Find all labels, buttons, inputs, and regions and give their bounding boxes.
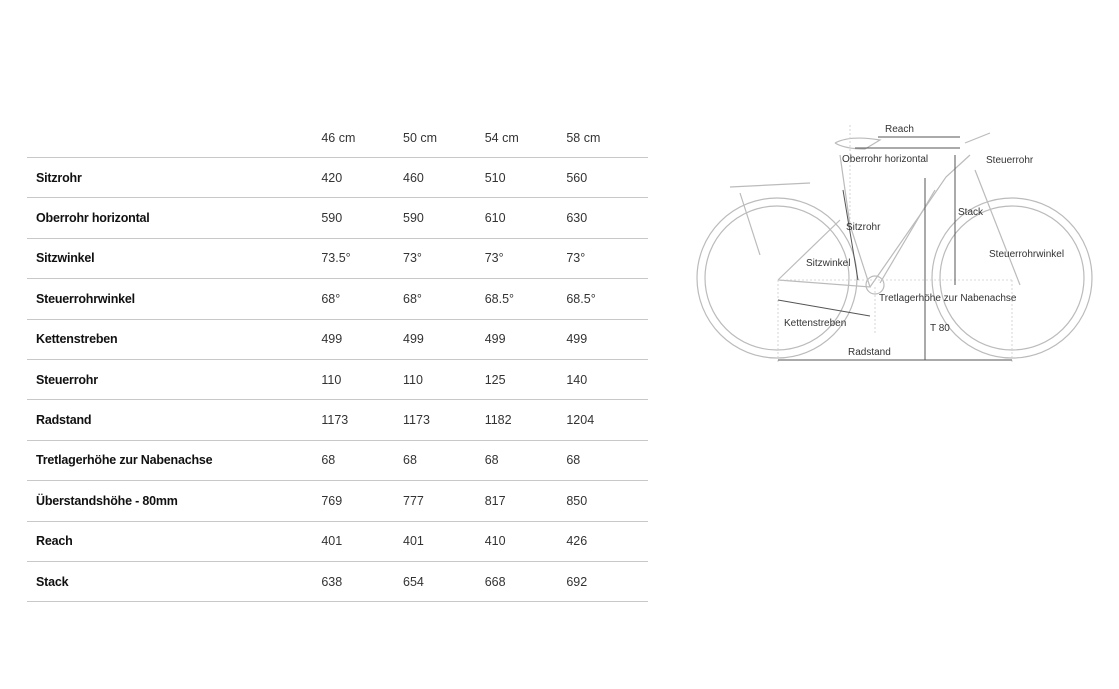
label-reach: Reach <box>885 124 914 135</box>
row-value: 73° <box>566 251 586 266</box>
row-value: 777 <box>403 493 424 508</box>
row-label: Überstandshöhe - 80mm <box>36 493 178 508</box>
label-top-tube: Oberrohr horizontal <box>842 154 928 165</box>
row-value: 68.5° <box>484 291 515 306</box>
row-value: 68.5° <box>566 291 596 306</box>
row-value: 460 <box>403 170 424 185</box>
row-value: 654 <box>403 574 424 589</box>
label-standover: T 80 <box>930 323 950 334</box>
table-row: Steuerrohr 110 110 125 140 <box>27 360 648 401</box>
geometry-table: 46 cm 50 cm 54 cm 58 cm Sitzrohr 420 460 51… <box>27 118 648 603</box>
row-value: 68 <box>484 453 499 468</box>
label-wheelbase: Radstand <box>848 347 891 358</box>
row-value: 420 <box>321 170 343 185</box>
label-head-angle: Steuerrohrwinkel <box>989 249 1064 260</box>
table-row: Stack 638 654 668 692 <box>27 562 648 603</box>
row-value: 68 <box>403 453 417 468</box>
row-label: Oberrohr horizontal <box>36 211 150 226</box>
bike-drawing <box>696 132 1093 359</box>
column-header: 46 cm <box>321 130 356 145</box>
bike-geometry-diagram: Reach Oberrohr horizontal Steuerrohr Sta… <box>696 124 1093 363</box>
row-label: Sitzwinkel <box>36 251 95 266</box>
row-value: 73.5° <box>321 251 351 266</box>
row-value: 668 <box>484 574 506 589</box>
row-value: 73° <box>403 251 422 266</box>
row-value: 110 <box>403 372 423 387</box>
row-value: 1173 <box>403 413 430 428</box>
row-value: 510 <box>484 170 506 185</box>
table-row: Reach 401 401 410 426 <box>27 522 648 562</box>
row-value: 401 <box>403 534 424 549</box>
label-stack: Stack <box>958 207 984 218</box>
row-value: 630 <box>566 211 588 226</box>
row-value: 499 <box>484 332 506 347</box>
row-value: 560 <box>566 170 588 185</box>
row-value: 638 <box>321 574 343 589</box>
row-value: 68 <box>566 453 581 468</box>
table-row: Überstandshöhe - 80mm 769 777 817 850 <box>27 481 648 522</box>
row-value: 125 <box>484 372 506 387</box>
row-value: 499 <box>566 332 588 347</box>
row-label: Stack <box>36 574 69 589</box>
row-label: Tretlagerhöhe zur Nabenachse <box>36 453 213 468</box>
row-value: 1173 <box>321 413 349 428</box>
row-value: 610 <box>484 211 506 226</box>
row-label: Reach <box>36 534 73 549</box>
row-value: 401 <box>321 534 343 549</box>
table-row: Steuerrohrwinkel 68° 68° 68.5° 68.5° <box>27 279 648 320</box>
table-row: Kettenstreben 499 499 499 499 <box>27 320 648 360</box>
row-label: Kettenstreben <box>36 332 118 347</box>
label-bb-drop: Tretlagerhöhe zur Nabenachse <box>879 293 1017 304</box>
table-row: Sitzwinkel 73.5° 73° 73° 73° <box>27 239 648 280</box>
dimension-arrows <box>777 136 1012 361</box>
row-value: 499 <box>403 332 424 347</box>
row-value: 1182 <box>484 413 512 428</box>
table-row: Radstand 1173 1173 1182 1204 <box>27 400 648 441</box>
row-value: 817 <box>484 493 506 508</box>
row-label: Radstand <box>36 413 92 428</box>
row-value: 110 <box>321 372 342 387</box>
row-value: 1204 <box>566 413 595 428</box>
table-row: Oberrohr horizontal 590 590 610 630 <box>27 198 648 239</box>
column-header: 50 cm <box>403 130 438 145</box>
table-header-row: 46 cm 50 cm 54 cm 58 cm <box>27 118 648 158</box>
label-chainstay: Kettenstreben <box>784 318 846 329</box>
row-label: Sitzrohr <box>36 170 82 185</box>
label-seat-tube: Sitzrohr <box>846 222 881 233</box>
table-row: Sitzrohr 420 460 510 560 <box>27 158 648 199</box>
table-row: Tretlagerhöhe zur Nabenachse 68 68 68 68 <box>27 441 648 482</box>
row-value: 410 <box>484 534 506 549</box>
row-value: 68 <box>321 453 336 468</box>
row-value: 499 <box>321 332 343 347</box>
row-value: 692 <box>566 574 588 589</box>
row-value: 73° <box>484 251 504 266</box>
column-header: 54 cm <box>484 130 519 145</box>
row-value: 68° <box>321 291 341 306</box>
row-value: 769 <box>321 493 343 508</box>
row-value: 68° <box>403 291 422 306</box>
label-seat-angle: Sitzwinkel <box>806 258 850 269</box>
row-value: 590 <box>321 211 343 226</box>
row-label: Steuerrohrwinkel <box>36 291 135 306</box>
row-label: Steuerrohr <box>36 372 98 387</box>
guide-lines <box>777 125 1013 363</box>
row-value: 140 <box>566 372 588 387</box>
column-header: 58 cm <box>566 130 601 145</box>
row-value: 590 <box>403 211 424 226</box>
label-head-tube: Steuerrohr <box>986 155 1034 166</box>
row-value: 850 <box>566 493 588 508</box>
row-value: 426 <box>566 534 588 549</box>
